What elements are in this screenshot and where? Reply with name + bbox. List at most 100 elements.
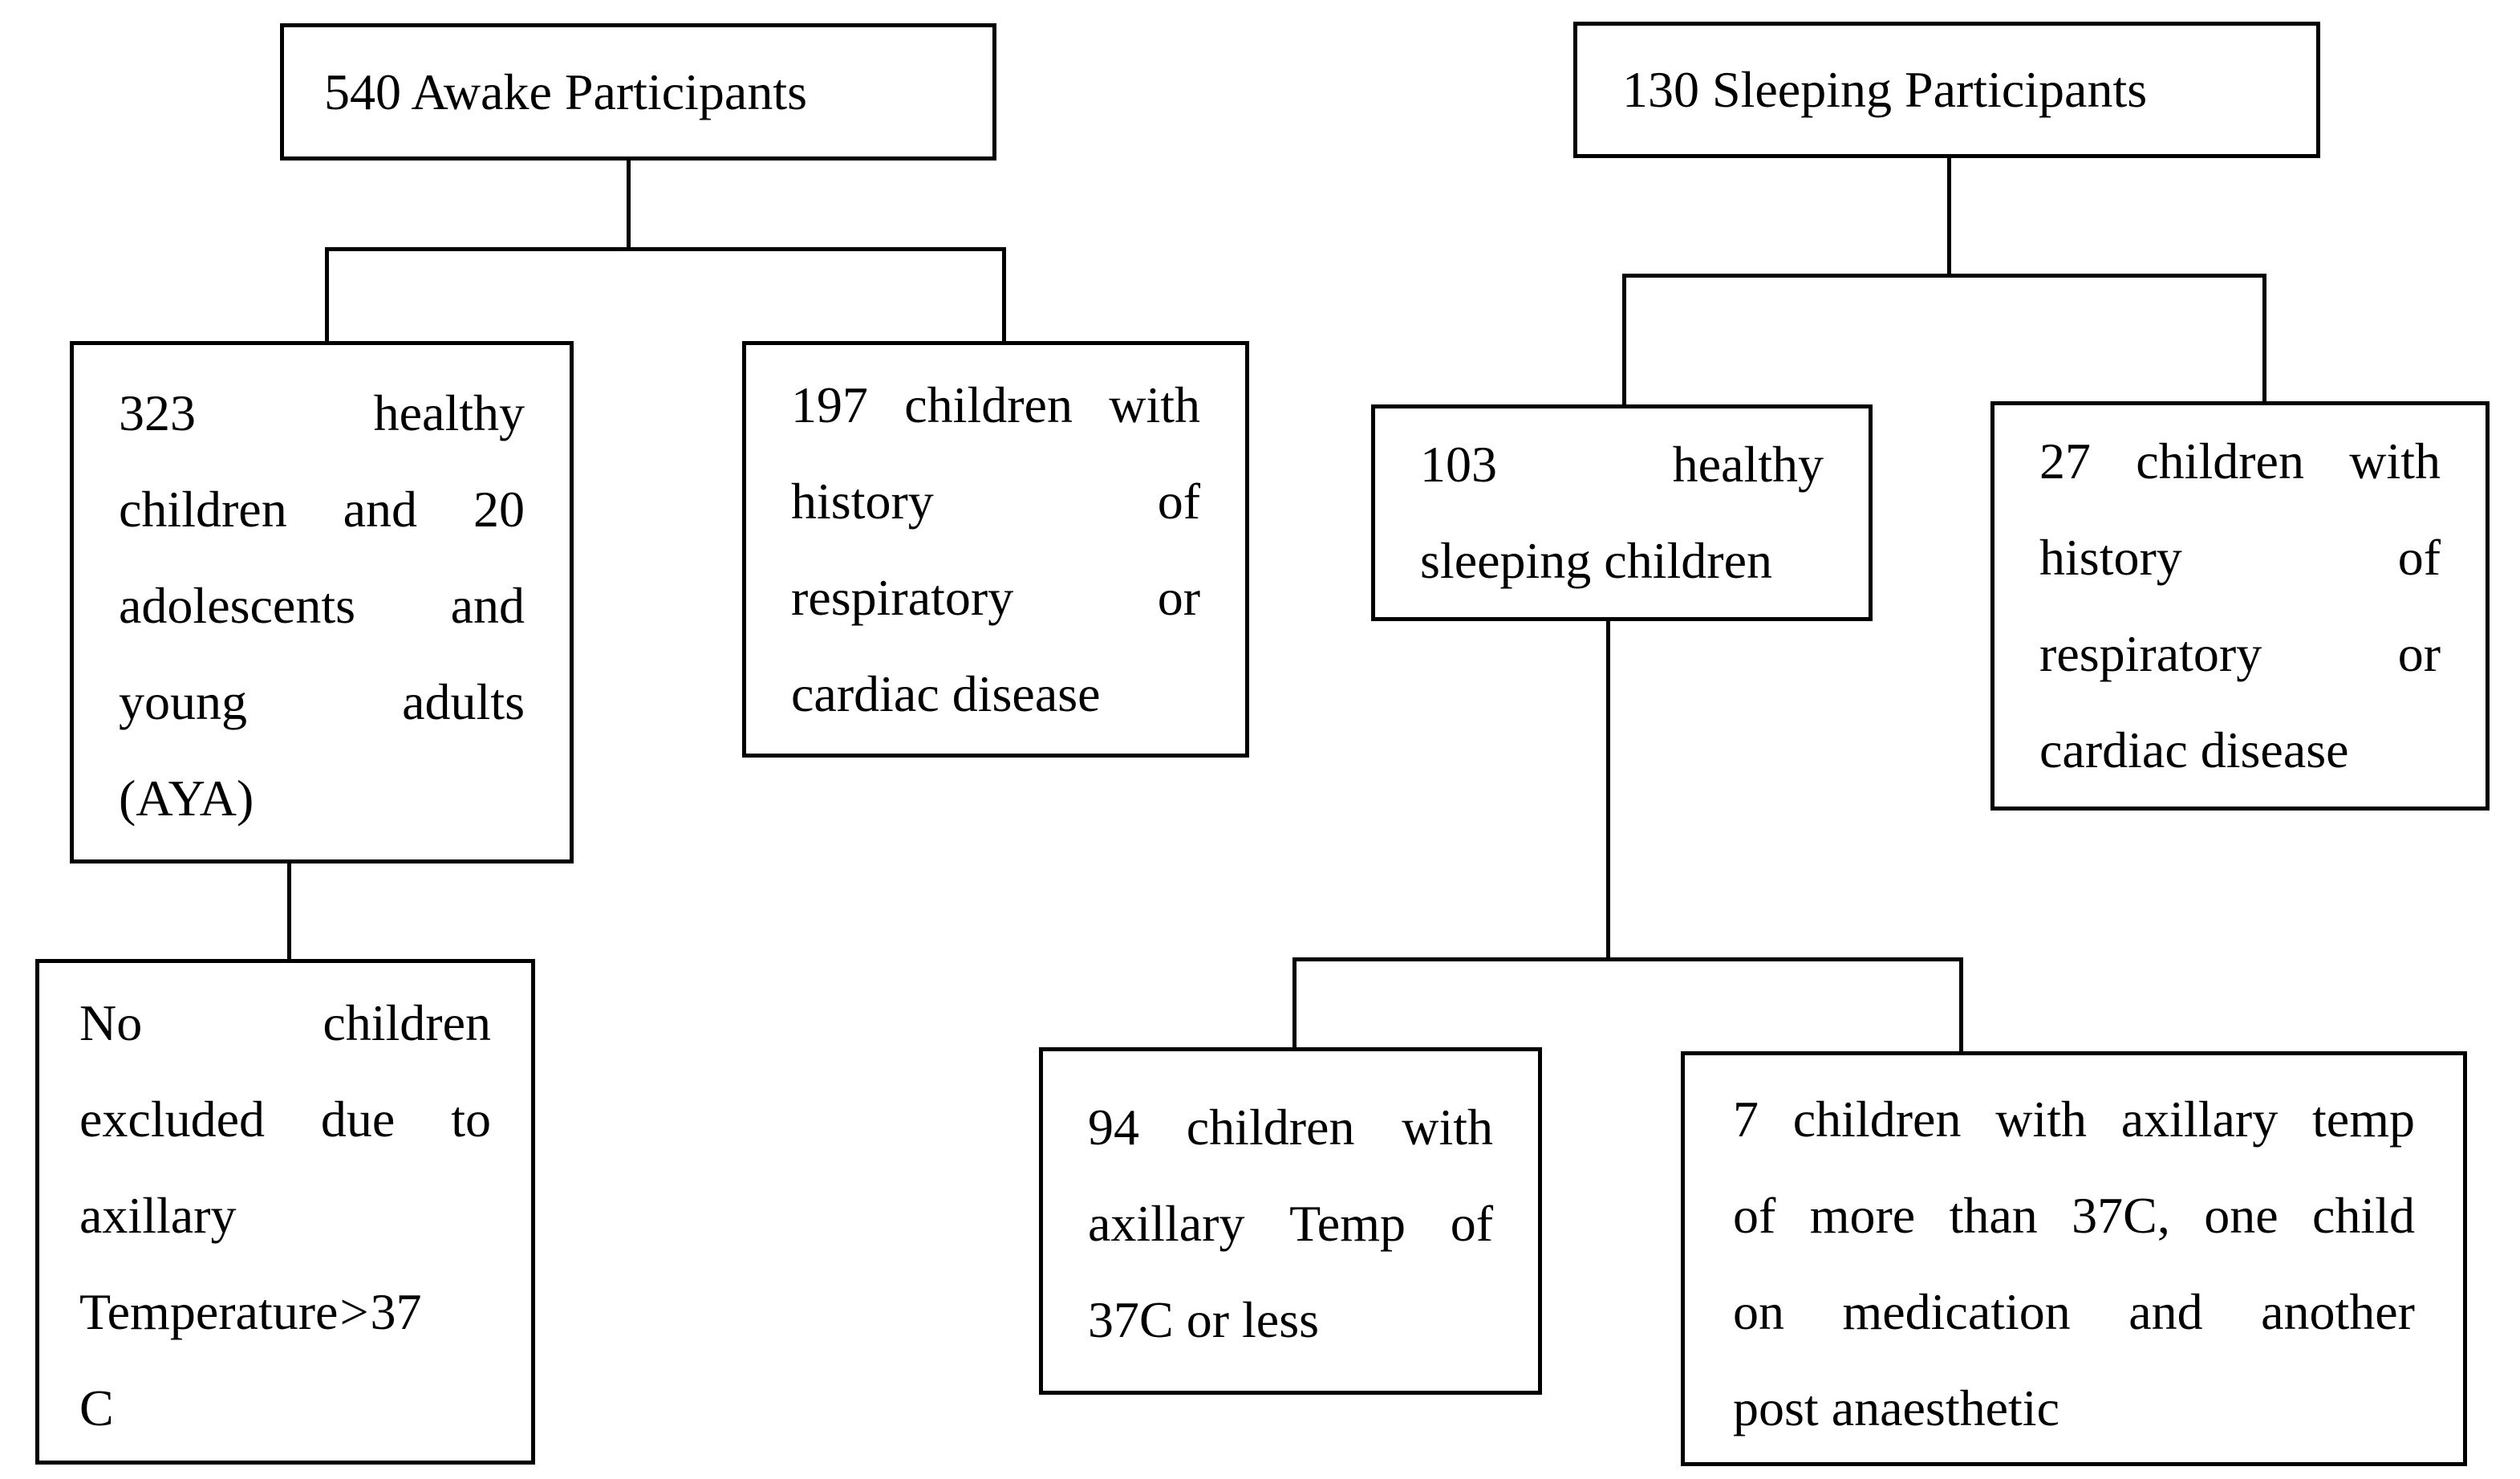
box-text-line: cardiac disease <box>2039 702 2441 798</box>
connector-temp-drop-left <box>1292 957 1297 1050</box>
box-text-line: respiratory or <box>2039 606 2441 702</box>
box-text-word: 540 Awake Participants <box>324 63 807 120</box>
box-text-word: history <box>791 473 934 530</box>
box-text-line: C <box>79 1360 491 1457</box>
connector-awake-drop-left <box>325 247 329 344</box>
box-text-line: 197 children with <box>791 357 1200 453</box>
box-text-word: children <box>1792 1091 1962 1148</box>
box-text-line: young adults <box>119 654 525 750</box>
box-text-word: 37C, <box>2072 1187 2170 1244</box>
box-text-word: excluded <box>79 1091 265 1148</box>
box-text-word: children <box>2136 433 2304 490</box>
box-text-word: children <box>119 481 287 538</box>
node-healthy-awake-children: 323 healthy children and 20 adolescents and you… <box>70 341 574 863</box>
box-text-word: adolescents <box>119 577 355 634</box>
box-text-word: medication <box>1842 1283 2071 1340</box>
box-text-word: than <box>1949 1187 2038 1244</box>
box-text-word: children <box>323 994 491 1051</box>
box-text-word: Temperature > 37 <box>79 1283 422 1340</box>
box-text-word: with <box>1402 1099 1493 1156</box>
box-text-line: 37C or less <box>1088 1272 1493 1368</box>
connector-awake-root-stem <box>627 159 631 249</box>
box-text-word: respiratory <box>2039 625 2262 682</box>
box-text-word: due <box>320 1091 396 1148</box>
connector-temp-horizontal-bar <box>1292 957 1963 961</box>
box-text-line: on medication and another <box>1733 1264 2415 1360</box>
box-text-line: axillary <box>79 1168 491 1264</box>
box-text-line: sleeping children <box>1420 513 1824 609</box>
box-text-word: 94 <box>1088 1099 1139 1156</box>
box-text-word: adults <box>402 673 525 730</box>
box-text-word: sleeping children <box>1420 532 1772 589</box>
connector-temp-drop-right <box>1959 957 1963 1054</box>
box-text-line: (AYA) <box>119 750 525 847</box>
box-text-word: cardiac disease <box>2039 721 2349 778</box>
connector-temp-split-stem <box>1606 620 1610 959</box>
box-text-word: and <box>343 481 418 538</box>
box-text-word: Temp <box>1289 1195 1406 1252</box>
box-text-line: cardiac disease <box>791 646 1200 742</box>
node-awake-respiratory-cardiac: 197 children with history of respiratory or car… <box>742 341 1249 758</box>
box-text-word: or <box>1157 569 1200 626</box>
box-text-word: one <box>2204 1187 2279 1244</box>
box-text-word: of <box>1450 1195 1493 1252</box>
node-sleeping-respiratory-cardiac: 27 children with history of respiratory or card… <box>1990 401 2490 811</box>
box-text-line: excluded due to <box>79 1071 491 1168</box>
box-text-word: healthy <box>373 384 525 441</box>
box-text-word: to <box>451 1091 491 1148</box>
box-text-word: with <box>1109 376 1200 433</box>
connector-sleeping-drop-right <box>2262 274 2266 404</box>
box-text-word: C <box>79 1379 114 1436</box>
box-text-word: children <box>904 376 1073 433</box>
node-sleeping-participants: 130 Sleeping Participants <box>1573 22 2320 158</box>
box-text-word: young <box>119 673 247 730</box>
box-text-word: 7 <box>1733 1091 1759 1148</box>
box-text-word: child <box>2311 1187 2415 1244</box>
box-text-word: 27 <box>2039 433 2091 490</box>
box-text-line: 27 children with <box>2039 413 2441 510</box>
box-text-word: axillary <box>79 1187 237 1244</box>
box-text-word: history <box>2039 529 2182 586</box>
box-text-word: (AYA) <box>119 770 254 827</box>
box-text-word: with <box>2349 433 2441 490</box>
box-text-word: post anaesthetic <box>1733 1379 2059 1436</box>
box-text-word: 323 <box>119 384 196 441</box>
box-text-word: of <box>2397 529 2441 586</box>
box-text-line: Temperature > 37 <box>79 1264 491 1360</box>
node-axillary-temp-37-or-less: 94 children with axillary Temp of 37C or less <box>1039 1047 1542 1395</box>
box-text-word: healthy <box>1672 436 1824 493</box>
box-text-line: of more than 37C, one child <box>1733 1168 2415 1264</box>
box-text-line: No children <box>79 975 491 1071</box>
box-text-line: history of <box>791 453 1200 550</box>
box-text-word: or <box>2397 625 2441 682</box>
box-text-word: 37C or less <box>1088 1291 1319 1348</box>
box-text-word: axillary <box>1088 1195 1245 1252</box>
box-text-word: respiratory <box>791 569 1014 626</box>
box-text-line: respiratory or <box>791 550 1200 646</box>
box-text-word: temp <box>2312 1091 2415 1148</box>
box-text-word: of <box>1157 473 1200 530</box>
connector-sleeping-horizontal-bar <box>1622 274 2266 278</box>
node-axillary-temp-above-37: 7 children with axillary temp of more than 37C, o… <box>1681 1051 2467 1466</box>
box-text-line: 130 Sleeping Participants <box>1622 42 2147 138</box>
box-text-line: 103 healthy <box>1420 416 1824 513</box>
box-text-word: 20 <box>473 481 525 538</box>
box-text-word: 130 Sleeping Participants <box>1622 61 2148 118</box>
node-awake-participants: 540 Awake Participants <box>280 23 996 160</box>
connector-awake-excluded-stem <box>287 862 291 962</box>
box-text-word: cardiac disease <box>791 665 1101 722</box>
box-text-line: axillary Temp of <box>1088 1176 1493 1272</box>
box-text-line: history of <box>2039 510 2441 606</box>
box-text-line: 540 Awake Participants <box>324 44 807 140</box>
box-text-word: 103 <box>1420 436 1497 493</box>
connector-awake-drop-right <box>1002 247 1006 344</box>
box-text-word: No <box>79 994 143 1051</box>
node-healthy-sleeping-children: 103 healthy sleeping children <box>1371 404 1873 621</box>
connector-awake-horizontal-bar <box>325 247 1006 251</box>
box-text-word: and <box>450 577 525 634</box>
box-text-word: another <box>2261 1283 2415 1340</box>
box-text-word: and <box>2128 1283 2203 1340</box>
box-text-word: of <box>1733 1187 1776 1244</box>
box-text-word: with <box>1995 1091 2087 1148</box>
